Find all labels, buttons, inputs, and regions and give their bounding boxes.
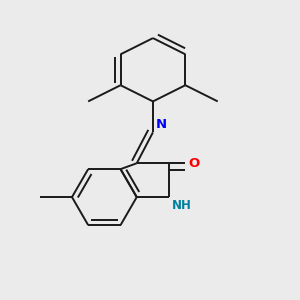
Text: O: O [189, 157, 200, 170]
Text: N: N [156, 118, 167, 131]
Text: NH: NH [172, 199, 192, 212]
